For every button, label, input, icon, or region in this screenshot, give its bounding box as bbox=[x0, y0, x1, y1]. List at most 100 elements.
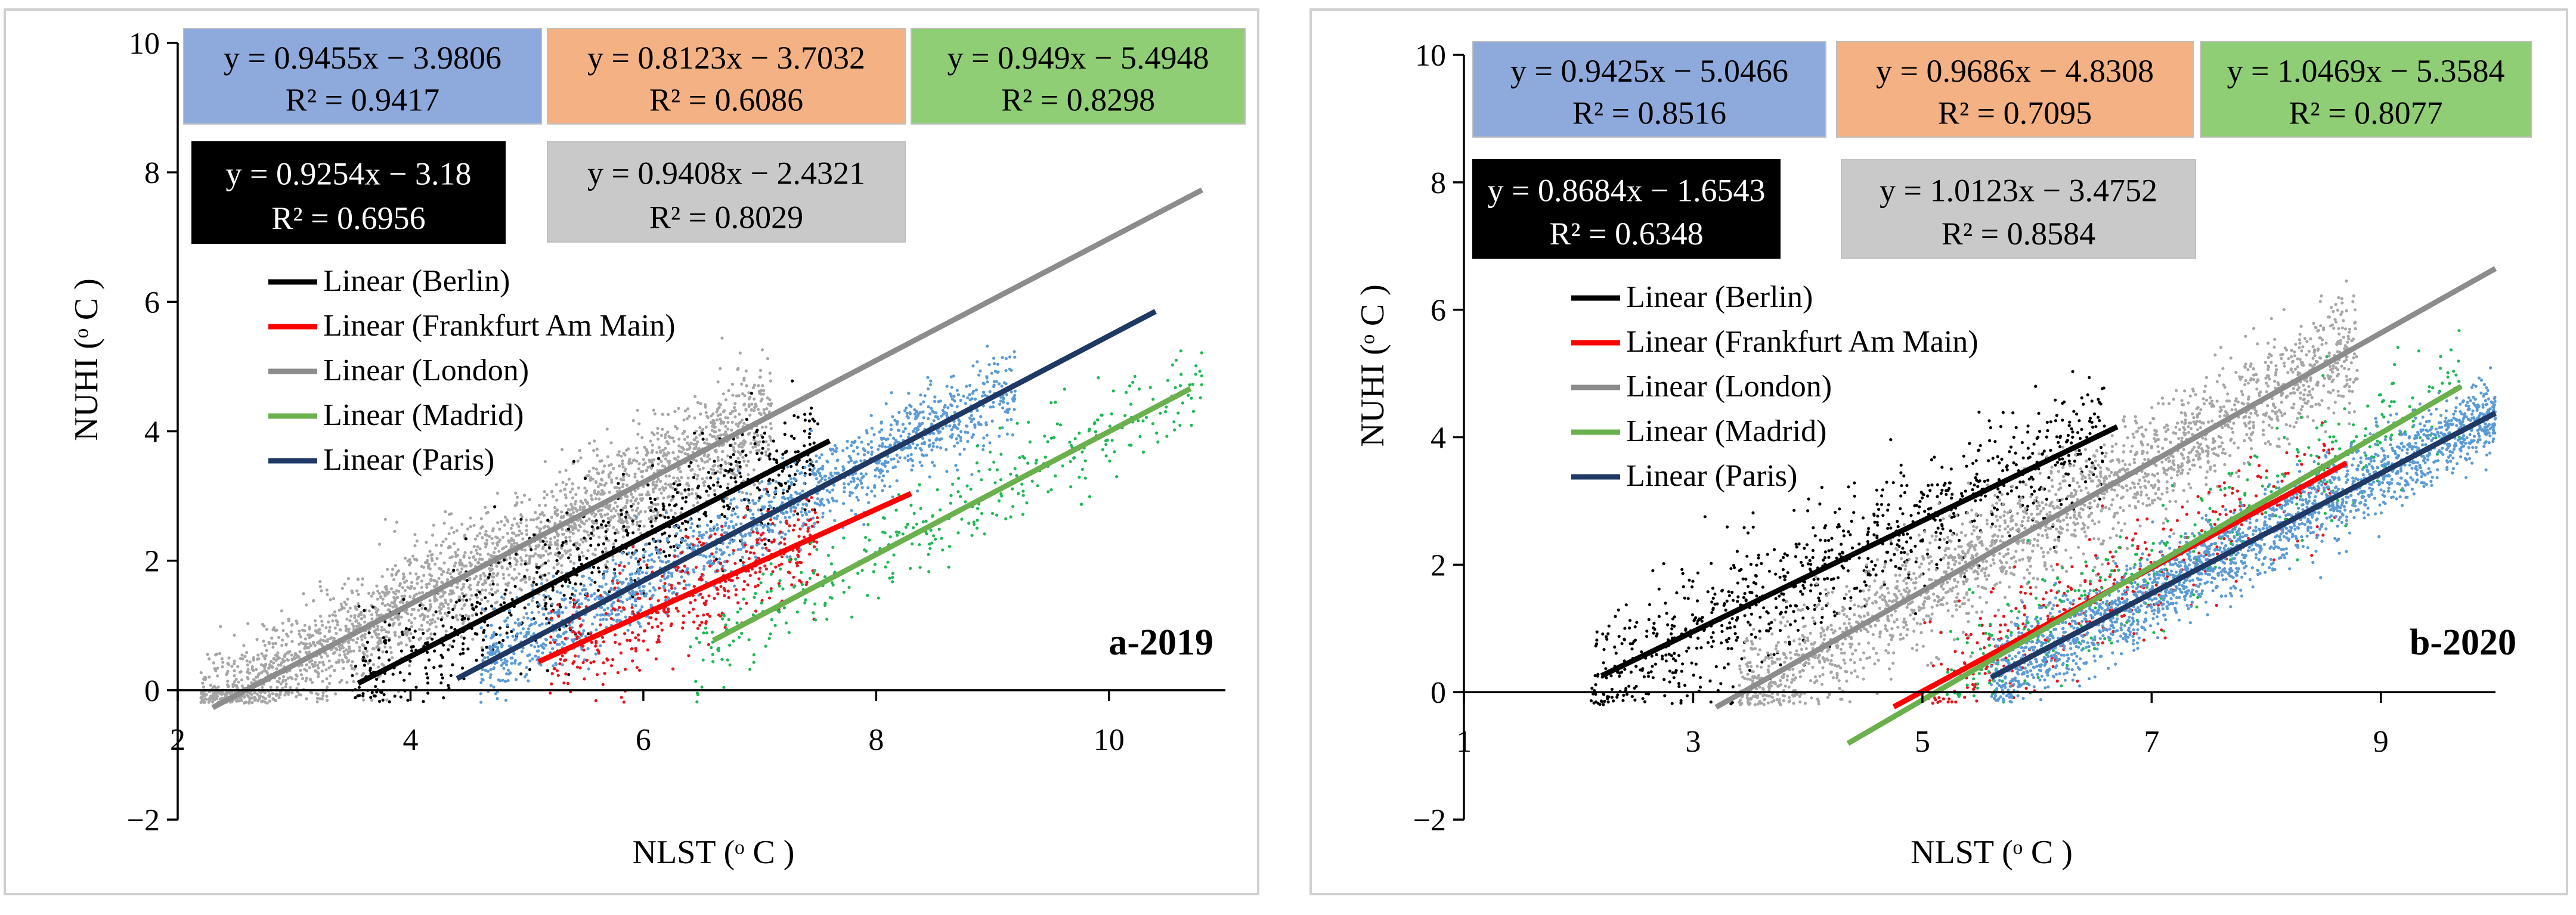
data-point bbox=[475, 595, 479, 599]
data-point bbox=[447, 532, 451, 535]
data-point bbox=[744, 441, 747, 444]
data-point bbox=[805, 513, 809, 516]
data-point bbox=[675, 532, 679, 536]
data-point bbox=[406, 699, 410, 702]
data-point bbox=[604, 612, 608, 615]
data-point bbox=[574, 545, 578, 548]
data-point bbox=[620, 518, 624, 522]
data-point bbox=[425, 583, 429, 587]
data-point bbox=[564, 469, 568, 472]
data-point bbox=[742, 459, 746, 463]
data-point bbox=[439, 681, 443, 685]
data-point bbox=[670, 584, 673, 587]
data-point bbox=[420, 591, 425, 594]
data-point bbox=[771, 479, 775, 482]
data-point bbox=[561, 532, 565, 536]
data-point bbox=[740, 382, 744, 386]
data-point bbox=[652, 433, 656, 436]
data-point bbox=[460, 607, 464, 610]
data-point bbox=[746, 583, 750, 587]
data-point bbox=[870, 426, 874, 430]
data-point bbox=[528, 624, 532, 628]
data-point bbox=[632, 458, 636, 462]
data-point bbox=[332, 637, 336, 640]
data-point bbox=[373, 629, 376, 633]
data-point bbox=[636, 501, 640, 505]
data-point bbox=[466, 647, 470, 651]
data-point bbox=[270, 636, 274, 640]
data-point bbox=[496, 600, 499, 604]
data-point bbox=[729, 498, 733, 502]
data-point bbox=[321, 624, 324, 627]
data-point bbox=[695, 459, 698, 463]
data-point bbox=[234, 684, 238, 687]
data-point bbox=[952, 444, 956, 448]
data-point bbox=[892, 436, 896, 440]
data-point bbox=[732, 538, 736, 542]
data-point bbox=[382, 636, 385, 640]
data-point bbox=[773, 491, 776, 494]
data-point bbox=[986, 380, 989, 384]
data-point bbox=[488, 583, 492, 587]
data-point bbox=[945, 384, 949, 388]
data-point bbox=[587, 667, 590, 671]
data-point bbox=[823, 474, 826, 478]
data-point bbox=[645, 469, 649, 472]
data-point bbox=[400, 630, 404, 634]
data-point bbox=[596, 509, 600, 513]
data-point bbox=[333, 651, 336, 655]
data-point bbox=[252, 658, 256, 662]
data-point bbox=[333, 669, 336, 672]
data-point bbox=[567, 578, 571, 582]
data-point bbox=[596, 648, 599, 652]
data-point bbox=[512, 578, 516, 581]
data-point bbox=[633, 599, 637, 603]
data-point bbox=[376, 628, 380, 631]
data-point bbox=[317, 672, 320, 675]
data-point bbox=[862, 453, 866, 457]
data-point bbox=[491, 582, 495, 586]
data-point bbox=[630, 492, 633, 496]
data-point bbox=[732, 406, 736, 410]
data-point bbox=[380, 662, 384, 666]
data-point bbox=[711, 464, 715, 468]
data-point bbox=[493, 547, 497, 550]
data-point bbox=[886, 470, 889, 473]
data-point bbox=[692, 442, 696, 446]
data-point bbox=[656, 625, 660, 628]
data-point bbox=[985, 345, 989, 348]
data-point bbox=[297, 655, 301, 659]
data-point bbox=[320, 669, 324, 673]
data-point bbox=[741, 535, 744, 538]
data-point bbox=[723, 594, 726, 597]
data-point bbox=[702, 564, 706, 568]
data-point bbox=[308, 636, 311, 640]
data-point bbox=[720, 443, 724, 447]
data-point bbox=[909, 457, 912, 461]
data-point bbox=[716, 380, 720, 384]
data-point bbox=[580, 551, 584, 554]
data-point bbox=[577, 605, 581, 609]
data-point bbox=[597, 543, 600, 547]
data-point bbox=[402, 678, 406, 682]
data-point bbox=[634, 515, 639, 519]
data-point bbox=[853, 439, 857, 443]
data-point bbox=[637, 422, 641, 426]
data-point bbox=[717, 464, 720, 468]
data-point bbox=[707, 643, 710, 646]
data-point bbox=[603, 464, 606, 468]
data-point bbox=[716, 569, 719, 573]
data-point bbox=[751, 445, 755, 449]
data-point bbox=[578, 558, 581, 562]
data-point bbox=[246, 677, 250, 681]
data-point bbox=[453, 604, 457, 607]
data-point bbox=[542, 526, 546, 529]
data-point bbox=[602, 576, 606, 580]
data-point bbox=[631, 531, 635, 535]
data-point bbox=[445, 614, 449, 618]
data-point bbox=[400, 615, 403, 619]
data-point bbox=[572, 526, 575, 529]
data-point bbox=[821, 467, 824, 471]
data-point bbox=[758, 482, 761, 485]
data-point bbox=[280, 661, 283, 665]
